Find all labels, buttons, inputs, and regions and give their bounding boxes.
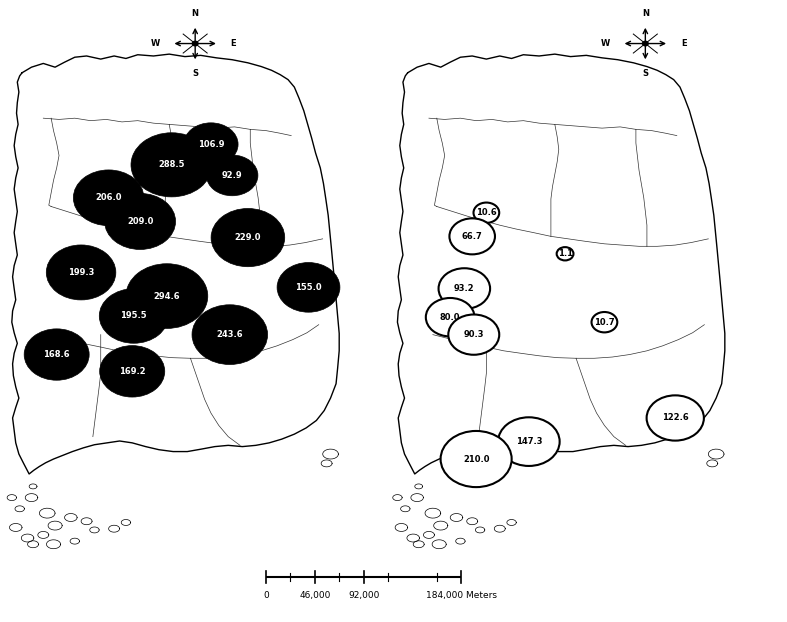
Text: N: N	[642, 9, 648, 18]
Circle shape	[211, 208, 285, 267]
Text: 147.3: 147.3	[515, 437, 542, 446]
Circle shape	[105, 193, 176, 249]
Text: 106.9: 106.9	[198, 140, 224, 149]
Circle shape	[474, 203, 499, 223]
Circle shape	[73, 170, 144, 226]
Circle shape	[438, 268, 490, 309]
Circle shape	[426, 298, 475, 337]
Circle shape	[206, 155, 258, 196]
Circle shape	[131, 132, 212, 197]
Text: 155.0: 155.0	[295, 283, 322, 292]
Circle shape	[126, 264, 208, 328]
Text: E: E	[231, 39, 236, 48]
Circle shape	[192, 41, 198, 46]
Text: 229.0: 229.0	[235, 233, 261, 242]
Circle shape	[46, 245, 116, 300]
Circle shape	[556, 247, 574, 261]
Text: 195.5: 195.5	[120, 312, 147, 320]
Text: 168.6: 168.6	[43, 350, 70, 359]
Circle shape	[642, 41, 648, 46]
Text: 80.0: 80.0	[440, 313, 460, 322]
Circle shape	[100, 346, 164, 397]
Circle shape	[449, 218, 495, 254]
Text: 92.9: 92.9	[222, 171, 242, 180]
Text: 169.2: 169.2	[119, 367, 146, 376]
Text: 10.7: 10.7	[594, 318, 615, 327]
Text: 10.6: 10.6	[476, 208, 497, 217]
Circle shape	[449, 315, 499, 355]
Circle shape	[498, 417, 560, 466]
Text: 0: 0	[263, 591, 269, 600]
Text: S: S	[192, 69, 198, 78]
Text: N: N	[192, 9, 198, 18]
Circle shape	[277, 262, 340, 312]
Text: 199.3: 199.3	[68, 268, 94, 277]
Circle shape	[24, 329, 89, 380]
Text: 184,000 Meters: 184,000 Meters	[426, 591, 497, 600]
Text: 46,000: 46,000	[299, 591, 331, 600]
Text: S: S	[642, 69, 648, 78]
Circle shape	[192, 305, 268, 364]
Circle shape	[441, 431, 512, 487]
Text: 294.6: 294.6	[153, 292, 180, 300]
Text: W: W	[600, 39, 610, 48]
Text: 93.2: 93.2	[454, 284, 475, 293]
Text: 206.0: 206.0	[95, 193, 122, 202]
Text: 90.3: 90.3	[464, 330, 484, 339]
Text: E: E	[681, 39, 686, 48]
Text: 210.0: 210.0	[463, 455, 490, 463]
Text: 243.6: 243.6	[216, 330, 243, 339]
Circle shape	[592, 312, 617, 332]
Circle shape	[99, 289, 168, 343]
Circle shape	[183, 123, 238, 166]
Text: W: W	[150, 39, 160, 48]
Text: 209.0: 209.0	[127, 217, 153, 226]
Text: 288.5: 288.5	[158, 160, 185, 169]
Text: 66.7: 66.7	[462, 232, 482, 241]
Text: 1.1: 1.1	[557, 249, 573, 258]
Text: 122.6: 122.6	[662, 414, 689, 422]
Text: 92,000: 92,000	[348, 591, 379, 600]
Circle shape	[647, 396, 704, 440]
